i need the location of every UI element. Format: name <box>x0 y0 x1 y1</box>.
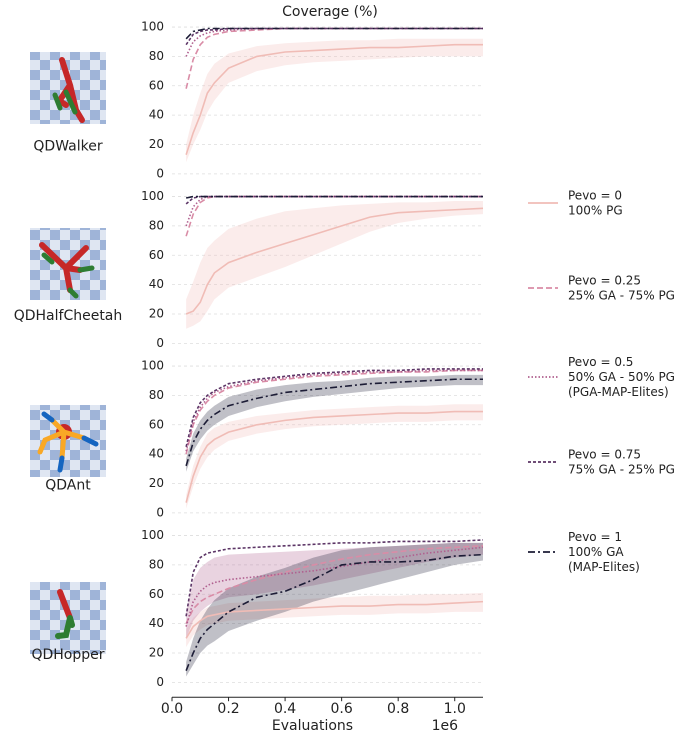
series-line <box>185 539 484 617</box>
series-line <box>185 368 483 447</box>
confidence-band <box>186 404 484 509</box>
confidence-band <box>186 592 484 648</box>
legend-label: Pevo = 0.75 75% GA - 25% PG <box>568 447 675 476</box>
x-tick-label: 0.2 <box>217 701 239 717</box>
env-label: QDWalker <box>33 139 102 155</box>
y-tick-label: 40 <box>149 616 164 630</box>
series-line <box>185 43 483 156</box>
robot-icons <box>30 52 106 654</box>
y-tick-label: 0 <box>156 675 164 689</box>
y-tick-label: 0 <box>156 336 164 350</box>
y-tick-label: 40 <box>149 108 164 122</box>
x-tick-label: 0.4 <box>274 701 296 717</box>
y-tick-label: 60 <box>149 587 164 601</box>
series-line <box>185 553 484 671</box>
y-tick-label: 100 <box>141 359 164 373</box>
legend-label: Pevo = 0 100% PG <box>568 188 623 217</box>
y-tick-label: 80 <box>149 557 164 571</box>
y-tick-label: 40 <box>149 277 164 291</box>
series-line <box>185 410 483 503</box>
series-line <box>185 369 483 452</box>
series-line <box>185 546 484 627</box>
legend-label: Pevo = 0.5 50% GA - 50% PG (PGA-MAP-Elites… <box>568 355 675 399</box>
y-tick-label: 0 <box>156 166 164 180</box>
y-tick-label: 20 <box>149 646 164 660</box>
y-tick-label: 20 <box>149 307 164 321</box>
confidence-band <box>186 542 484 639</box>
y-tick-label: 100 <box>141 20 164 34</box>
y-tick-label: 20 <box>149 476 164 490</box>
x-offset-label: 1e6 <box>432 718 459 734</box>
env-label: QDHopper <box>31 647 104 663</box>
y-tick-label: 0 <box>156 505 164 519</box>
series-line <box>185 195 483 205</box>
x-tick-label: 1.0 <box>444 701 466 717</box>
legend-label: Pevo = 1 100% GA (MAP-Elites) <box>568 530 640 574</box>
y-tick-label: 100 <box>141 189 164 203</box>
confidence-band <box>186 374 484 472</box>
y-tick-label: 60 <box>149 78 164 92</box>
series-line <box>185 545 484 624</box>
env-label: QDAnt <box>45 478 91 494</box>
x-tick-label: 0.6 <box>331 701 353 717</box>
x-axis-label: Evaluations <box>272 718 353 734</box>
confidence-band <box>186 38 484 163</box>
y-tick-label: 80 <box>149 49 164 63</box>
series-line <box>185 207 484 315</box>
y-tick-label: 100 <box>141 528 164 542</box>
series-line <box>185 27 483 57</box>
y-tick-label: 80 <box>149 388 164 402</box>
legend-label: Pevo = 0.25 25% GA - 75% PG <box>568 273 675 302</box>
series-line <box>185 600 484 639</box>
env-label: QDHalfCheetah <box>14 308 123 324</box>
x-tick-label: 0.0 <box>161 701 183 717</box>
y-tick-label: 60 <box>149 417 164 431</box>
confidence-band <box>186 200 484 329</box>
y-tick-label: 20 <box>149 137 164 151</box>
x-tick-label: 0.8 <box>387 701 409 717</box>
series-line <box>185 27 483 46</box>
y-tick-label: 40 <box>149 447 164 461</box>
series-line <box>185 27 483 40</box>
y-tick-label: 60 <box>149 248 164 262</box>
series-line <box>185 195 483 199</box>
chart-title: Coverage (%) <box>282 4 378 20</box>
series-line <box>185 369 483 455</box>
y-tick-label: 80 <box>149 218 164 232</box>
